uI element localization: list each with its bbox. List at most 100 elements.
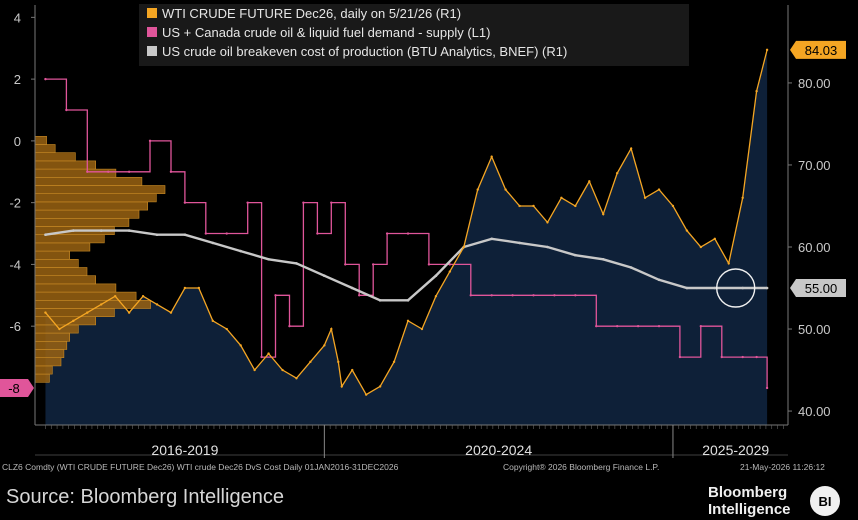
volume-bar [34, 218, 130, 227]
ticker-line: CLZ6 Comdty (WTI CRUDE FUTURE Dec26) WTI… [2, 462, 399, 472]
wti-point [337, 360, 340, 364]
demand-supply-point [274, 294, 277, 297]
timestamp: 21-May-2026 11:26:12 [740, 462, 825, 472]
wti-point [755, 89, 758, 93]
demand-supply-point [225, 232, 228, 235]
wti-point [434, 295, 438, 298]
wti-point [58, 327, 61, 331]
legend-swatch [147, 27, 157, 37]
wti-area [45, 49, 768, 426]
breakeven-point [155, 233, 159, 236]
wti-point [699, 245, 703, 249]
demand-supply-point [406, 232, 410, 235]
wti-point [765, 48, 769, 52]
demand-supply-point [574, 294, 577, 297]
bloomberg-intelligence-brand: Bloomberg Intelligence [708, 484, 791, 518]
breakeven-point [267, 257, 270, 261]
demand-supply-point [595, 324, 598, 328]
period-label: 2025-2029 [702, 442, 769, 458]
volume-profile [34, 136, 166, 383]
breakeven-point [546, 245, 549, 249]
volume-bar [34, 365, 53, 375]
left-tick-label: 0 [14, 134, 21, 149]
wti-point [100, 303, 103, 306]
axes: 4 2 0 -2 -4 -6 80.00 70.00 60.00 50.00 40.00 2016-2… [9, 5, 831, 458]
demand-supply-point [657, 324, 661, 328]
demand-supply-point [169, 170, 173, 173]
wti-point [225, 327, 228, 331]
wti-badge-shape [790, 40, 846, 59]
demand-supply-point [107, 170, 110, 173]
demand-supply-point [720, 355, 723, 359]
demand-supply-point [65, 108, 68, 112]
demand-supply-point [490, 294, 493, 297]
highlight-circle [716, 268, 756, 308]
wti-point [420, 327, 424, 331]
bi-logo-icon: BI [810, 486, 840, 516]
volume-bar [34, 291, 137, 301]
wti-point [169, 311, 173, 314]
volume-bar [34, 136, 47, 145]
demand-supply-point [636, 324, 640, 328]
right-tick-label: 50.00 [798, 322, 831, 337]
demand-supply-point [302, 201, 305, 204]
wti-point [741, 196, 744, 199]
demand-supply-badge-text: -8 [8, 381, 20, 396]
brand-line-1: Bloomberg [708, 484, 788, 501]
copyright: Copyright® 2026 Bloomberg Finance L.P. [503, 462, 660, 472]
legend-label: US + Canada crude oil & liquid fuel dema… [162, 25, 490, 40]
breakeven-point [406, 299, 410, 302]
wti-point [588, 180, 591, 183]
wti-point [685, 229, 689, 232]
wti-point [727, 262, 730, 265]
wti-point [72, 319, 75, 323]
legend-box [139, 4, 689, 66]
legend: WTI CRUDE FUTURE Dec26, daily on 5/21/26… [139, 4, 689, 66]
demand-supply-point [615, 324, 619, 328]
breakeven-point [713, 286, 717, 290]
wti-point [518, 204, 521, 208]
wti-point [448, 270, 452, 273]
demand-supply-point [469, 294, 472, 297]
demand-supply-point [699, 324, 703, 328]
wti-point [211, 319, 214, 323]
demand-supply-point [741, 355, 744, 359]
wti-point [340, 385, 343, 388]
demand-supply-point [44, 77, 47, 81]
volume-bar [34, 201, 148, 211]
demand-supply-point [511, 294, 514, 297]
volume-bar [34, 267, 88, 276]
breakeven-point [601, 257, 605, 261]
wti-point [490, 155, 493, 158]
wti-point [155, 303, 159, 306]
volume-bar [34, 308, 115, 317]
left-tick-label: 2 [14, 72, 21, 87]
breakeven-point [685, 286, 689, 290]
volume-bar [34, 185, 166, 194]
demand-supply-point [148, 139, 152, 143]
right-tick-label: 60.00 [798, 240, 831, 255]
volume-bar [34, 168, 117, 178]
wti-point [615, 171, 619, 175]
legend-label: US crude oil breakeven cost of productio… [162, 44, 567, 59]
demand-supply-point [427, 263, 431, 266]
volume-bar [34, 152, 76, 162]
breakeven-point [434, 274, 438, 278]
demand-supply-line [45, 78, 768, 388]
breakeven-point [99, 229, 103, 232]
wti-point [378, 385, 382, 388]
period-label: 2016-2019 [151, 442, 218, 458]
demand-supply-point [553, 294, 556, 297]
volume-bar [34, 373, 50, 383]
wti-point [546, 221, 549, 224]
wti-point [462, 245, 465, 249]
wti-point [574, 204, 577, 208]
demand-supply-point [371, 263, 375, 266]
volume-bar [34, 144, 56, 153]
breakeven-point [657, 278, 661, 282]
wti-point [113, 295, 117, 298]
wti-point [239, 344, 242, 347]
volume-bar [34, 275, 97, 285]
wti-point [253, 368, 256, 372]
wti-point [323, 344, 326, 347]
